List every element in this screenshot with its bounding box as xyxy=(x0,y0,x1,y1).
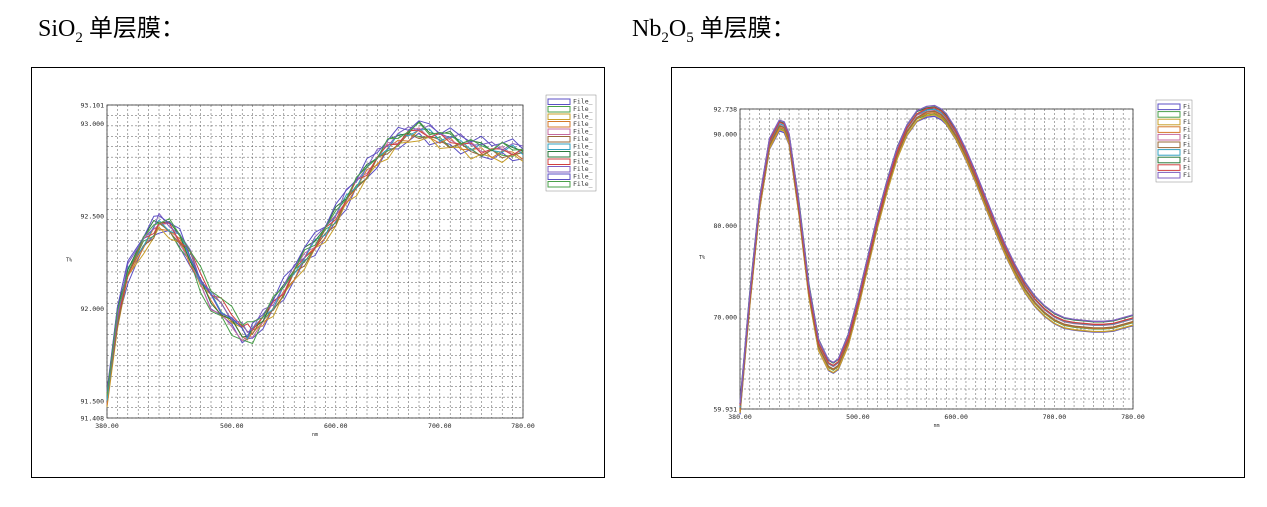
legend-label: Fi xyxy=(1183,141,1191,149)
nb2o5-heading-subscript-1: 2 xyxy=(661,29,669,46)
legend-swatch xyxy=(1157,171,1181,179)
legend-label: Fi xyxy=(1183,125,1191,133)
legend-label: File_ xyxy=(573,180,593,188)
series-line xyxy=(106,133,524,399)
legend-label: File_ xyxy=(573,120,593,128)
legend-swatch xyxy=(547,121,571,128)
legend-label: Fi xyxy=(1183,156,1191,164)
legend-label: Fi xyxy=(1183,148,1191,156)
legend-swatch xyxy=(547,158,571,165)
plot-group: 93.101 93.000 92.500 92.000 91.500 91.408380.… xyxy=(66,94,597,438)
legend-label: Fi xyxy=(1183,118,1191,126)
series-line xyxy=(739,106,1134,405)
x-axis-label: nm xyxy=(933,423,939,429)
legend-swatch xyxy=(1157,133,1181,141)
y-tick-label: 91.500 xyxy=(81,397,105,405)
plot-frame xyxy=(106,104,524,419)
nb2o5-heading-pre: Nb xyxy=(632,16,662,42)
legend-swatch xyxy=(1157,103,1181,111)
x-tick-label: 380.00 xyxy=(728,413,752,421)
legend-box xyxy=(1155,99,1193,183)
series-line xyxy=(106,120,524,392)
legend-swatch xyxy=(547,128,571,135)
legend-label: File_ xyxy=(573,173,593,181)
y-tick-label: 80.000 xyxy=(714,222,738,230)
legend-swatch xyxy=(547,143,571,150)
legend-swatch xyxy=(1157,141,1181,149)
nb2o5-heading-post: 单层膜： xyxy=(693,16,796,42)
x-axis-label: nm xyxy=(312,432,318,438)
sio2-heading-pre: SiO xyxy=(38,16,76,42)
y-tick-label: 91.408 xyxy=(81,415,105,423)
legend-swatch xyxy=(1157,156,1181,164)
legend-swatch xyxy=(547,106,571,113)
legend-label: File_ xyxy=(573,158,593,166)
y-tick-label: 90.000 xyxy=(714,131,738,139)
series-line xyxy=(739,106,1134,406)
x-tick-label: 500.00 xyxy=(846,413,870,421)
legend-swatch xyxy=(1157,111,1181,118)
legend-label: File_ xyxy=(573,143,593,151)
y-tick-label: 59.931 xyxy=(714,406,738,414)
x-tick-label: 700.00 xyxy=(428,422,452,430)
sio2-heading: SiO2 单层膜： xyxy=(38,8,185,47)
legend-box xyxy=(545,94,597,192)
y-tick-label: 93.101 xyxy=(81,102,105,110)
x-tick-label: 780.00 xyxy=(1121,413,1145,421)
legend-label: File_ xyxy=(573,150,593,158)
legend-label: Fi xyxy=(1183,171,1191,179)
legend-label: File_ xyxy=(573,165,593,173)
series-line xyxy=(106,122,524,396)
sio2-transmittance-chart: 93.101 93.000 92.500 92.000 91.500 91.408380.… xyxy=(66,94,597,438)
legend-swatch xyxy=(547,181,571,188)
y-axis-label: T% xyxy=(699,255,705,261)
legend-swatch xyxy=(1157,149,1181,156)
y-tick-label: 92.000 xyxy=(81,305,105,313)
y-tick-label: 70.000 xyxy=(714,313,738,321)
legend-label: File_ xyxy=(573,98,593,106)
y-tick-label: 92.738 xyxy=(714,106,738,114)
y-tick-label: 92.500 xyxy=(81,213,105,221)
x-tick-label: 500.00 xyxy=(220,422,244,430)
legend-swatch xyxy=(547,98,571,105)
nb2o5-heading-mid: O xyxy=(668,16,687,42)
legend-label: File_ xyxy=(573,105,593,113)
legend-label: Fi xyxy=(1183,110,1191,118)
nb2o5-chart-panel: 92.738 90.000 80.000 70.000 59.931 380.00 500.… xyxy=(671,67,1245,478)
series-line xyxy=(739,104,1134,404)
legend-label: File_ xyxy=(573,113,593,121)
legend-swatch xyxy=(1157,126,1181,133)
nb2o5-heading: Nb2O5 单层膜： xyxy=(632,8,796,47)
series-line xyxy=(106,128,524,406)
sio2-heading-subscript: 2 xyxy=(75,29,83,46)
x-tick-label: 700.00 xyxy=(1043,413,1067,421)
sio2-chart-panel: 93.101 93.000 92.500 92.000 91.500 91.408 380.… xyxy=(31,67,605,478)
y-tick-label: 93.000 xyxy=(81,120,105,128)
series-line xyxy=(739,114,1134,413)
x-tick-label: 600.00 xyxy=(324,422,348,430)
legend-swatch xyxy=(547,113,571,120)
legend-label: Fi xyxy=(1183,163,1191,171)
legend-swatch xyxy=(547,151,571,158)
y-axis-label: T% xyxy=(66,258,72,264)
series-line xyxy=(739,110,1134,410)
x-tick-label: 600.00 xyxy=(944,413,968,421)
legend-swatch xyxy=(1157,118,1181,126)
legend-label: File_ xyxy=(573,128,593,136)
series-line xyxy=(106,127,524,393)
legend-swatch xyxy=(547,173,571,180)
legend-swatch xyxy=(547,166,571,173)
legend-label: File_ xyxy=(573,135,593,143)
legend-swatch xyxy=(1157,164,1181,171)
nb2o5-heading-subscript-2: 5 xyxy=(686,29,694,46)
x-tick-label: 380.00 xyxy=(95,422,119,430)
sio2-heading-post: 单层膜： xyxy=(82,16,185,42)
legend-label: Fi xyxy=(1183,133,1191,141)
legend-swatch xyxy=(547,136,571,143)
series-line xyxy=(106,129,524,395)
x-tick-label: 780.00 xyxy=(511,422,535,430)
legend-label: Fi xyxy=(1183,103,1191,111)
